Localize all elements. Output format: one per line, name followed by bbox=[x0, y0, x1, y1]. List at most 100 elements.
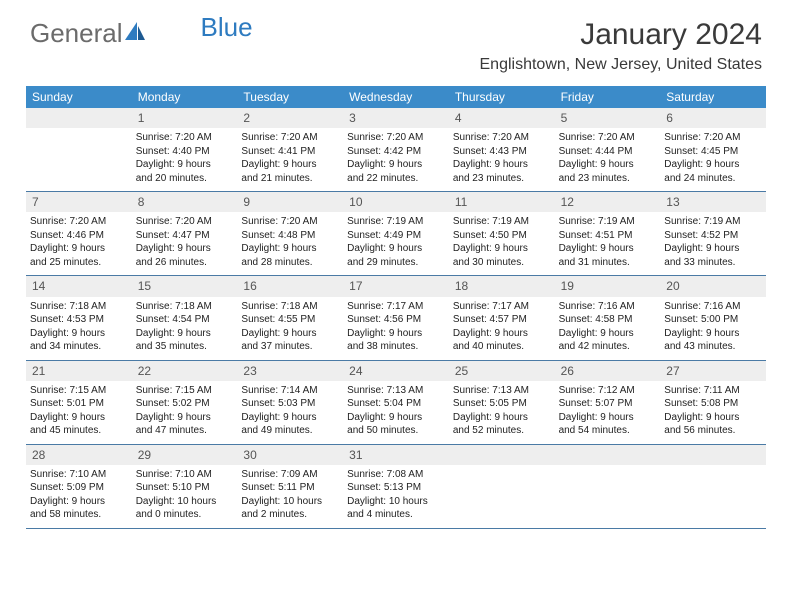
daylight-text: Daylight: 9 hours bbox=[347, 327, 445, 341]
day-number: 16 bbox=[237, 276, 343, 296]
day-cell: 16Sunrise: 7:18 AMSunset: 4:55 PMDayligh… bbox=[237, 276, 343, 359]
title-block: January 2024 Englishtown, New Jersey, Un… bbox=[480, 18, 763, 74]
day-cell: 27Sunrise: 7:11 AMSunset: 5:08 PMDayligh… bbox=[660, 361, 766, 444]
day-body: Sunrise: 7:20 AMSunset: 4:48 PMDaylight:… bbox=[237, 212, 343, 275]
daylight-text: Daylight: 9 hours bbox=[30, 242, 128, 256]
day-body: Sunrise: 7:20 AMSunset: 4:41 PMDaylight:… bbox=[237, 128, 343, 191]
sunset-text: Sunset: 5:01 PM bbox=[30, 397, 128, 411]
sunset-text: Sunset: 4:48 PM bbox=[241, 229, 339, 243]
sunrise-text: Sunrise: 7:13 AM bbox=[347, 384, 445, 398]
day-body: Sunrise: 7:20 AMSunset: 4:45 PMDaylight:… bbox=[660, 128, 766, 191]
daylight-text: Daylight: 9 hours bbox=[664, 242, 762, 256]
day-body: Sunrise: 7:11 AMSunset: 5:08 PMDaylight:… bbox=[660, 381, 766, 444]
daylight-text: Daylight: 10 hours bbox=[136, 495, 234, 509]
sunrise-text: Sunrise: 7:12 AM bbox=[559, 384, 657, 398]
day-number: 15 bbox=[132, 276, 238, 296]
sunrise-text: Sunrise: 7:17 AM bbox=[453, 300, 551, 314]
day-body: Sunrise: 7:10 AMSunset: 5:10 PMDaylight:… bbox=[132, 465, 238, 528]
day-body: Sunrise: 7:08 AMSunset: 5:13 PMDaylight:… bbox=[343, 465, 449, 528]
day-body: Sunrise: 7:20 AMSunset: 4:40 PMDaylight:… bbox=[132, 128, 238, 191]
sunrise-text: Sunrise: 7:14 AM bbox=[241, 384, 339, 398]
day-number: 17 bbox=[343, 276, 449, 296]
sunset-text: Sunset: 4:55 PM bbox=[241, 313, 339, 327]
logo-sail-icon bbox=[125, 18, 147, 49]
daylight-text: Daylight: 9 hours bbox=[453, 242, 551, 256]
day-cell: 2Sunrise: 7:20 AMSunset: 4:41 PMDaylight… bbox=[237, 108, 343, 191]
sunrise-text: Sunrise: 7:08 AM bbox=[347, 468, 445, 482]
sunrise-text: Sunrise: 7:20 AM bbox=[453, 131, 551, 145]
daylight-text: and 50 minutes. bbox=[347, 424, 445, 438]
day-body: Sunrise: 7:18 AMSunset: 4:54 PMDaylight:… bbox=[132, 297, 238, 360]
day-cell: 10Sunrise: 7:19 AMSunset: 4:49 PMDayligh… bbox=[343, 192, 449, 275]
sunset-text: Sunset: 4:42 PM bbox=[347, 145, 445, 159]
daylight-text: Daylight: 9 hours bbox=[347, 158, 445, 172]
sunrise-text: Sunrise: 7:20 AM bbox=[241, 131, 339, 145]
sunrise-text: Sunrise: 7:18 AM bbox=[241, 300, 339, 314]
day-body: Sunrise: 7:19 AMSunset: 4:51 PMDaylight:… bbox=[555, 212, 661, 275]
daylight-text: and 28 minutes. bbox=[241, 256, 339, 270]
sunset-text: Sunset: 5:08 PM bbox=[664, 397, 762, 411]
daylight-text: Daylight: 9 hours bbox=[136, 327, 234, 341]
daylight-text: and 4 minutes. bbox=[347, 508, 445, 522]
daylight-text: Daylight: 9 hours bbox=[30, 411, 128, 425]
sunrise-text: Sunrise: 7:15 AM bbox=[30, 384, 128, 398]
daylight-text: and 37 minutes. bbox=[241, 340, 339, 354]
day-header: Monday bbox=[132, 86, 238, 108]
day-number: 30 bbox=[237, 445, 343, 465]
day-header: Sunday bbox=[26, 86, 132, 108]
week-row: 21Sunrise: 7:15 AMSunset: 5:01 PMDayligh… bbox=[26, 361, 766, 445]
day-body bbox=[449, 465, 555, 513]
week-row: 28Sunrise: 7:10 AMSunset: 5:09 PMDayligh… bbox=[26, 445, 766, 529]
sunset-text: Sunset: 5:10 PM bbox=[136, 481, 234, 495]
daylight-text: and 21 minutes. bbox=[241, 172, 339, 186]
day-body: Sunrise: 7:14 AMSunset: 5:03 PMDaylight:… bbox=[237, 381, 343, 444]
sunset-text: Sunset: 4:56 PM bbox=[347, 313, 445, 327]
day-number: 10 bbox=[343, 192, 449, 212]
sunrise-text: Sunrise: 7:18 AM bbox=[136, 300, 234, 314]
sunset-text: Sunset: 5:13 PM bbox=[347, 481, 445, 495]
daylight-text: and 40 minutes. bbox=[453, 340, 551, 354]
header: General Blue January 2024 Englishtown, N… bbox=[0, 0, 792, 80]
sunset-text: Sunset: 5:03 PM bbox=[241, 397, 339, 411]
day-number: 12 bbox=[555, 192, 661, 212]
day-header: Saturday bbox=[660, 86, 766, 108]
daylight-text: and 33 minutes. bbox=[664, 256, 762, 270]
day-number: 22 bbox=[132, 361, 238, 381]
daylight-text: Daylight: 9 hours bbox=[453, 411, 551, 425]
sunrise-text: Sunrise: 7:19 AM bbox=[559, 215, 657, 229]
sunset-text: Sunset: 5:11 PM bbox=[241, 481, 339, 495]
daylight-text: and 34 minutes. bbox=[30, 340, 128, 354]
sunset-text: Sunset: 4:57 PM bbox=[453, 313, 551, 327]
sunrise-text: Sunrise: 7:20 AM bbox=[136, 131, 234, 145]
daylight-text: and 22 minutes. bbox=[347, 172, 445, 186]
day-body: Sunrise: 7:17 AMSunset: 4:56 PMDaylight:… bbox=[343, 297, 449, 360]
daylight-text: Daylight: 9 hours bbox=[453, 158, 551, 172]
daylight-text: and 23 minutes. bbox=[559, 172, 657, 186]
sunset-text: Sunset: 4:52 PM bbox=[664, 229, 762, 243]
day-body: Sunrise: 7:19 AMSunset: 4:50 PMDaylight:… bbox=[449, 212, 555, 275]
daylight-text: and 58 minutes. bbox=[30, 508, 128, 522]
day-cell: 11Sunrise: 7:19 AMSunset: 4:50 PMDayligh… bbox=[449, 192, 555, 275]
sunset-text: Sunset: 4:53 PM bbox=[30, 313, 128, 327]
daylight-text: and 54 minutes. bbox=[559, 424, 657, 438]
sunrise-text: Sunrise: 7:11 AM bbox=[664, 384, 762, 398]
day-number: 8 bbox=[132, 192, 238, 212]
sunrise-text: Sunrise: 7:15 AM bbox=[136, 384, 234, 398]
day-number: 29 bbox=[132, 445, 238, 465]
day-body: Sunrise: 7:19 AMSunset: 4:49 PMDaylight:… bbox=[343, 212, 449, 275]
sunset-text: Sunset: 4:51 PM bbox=[559, 229, 657, 243]
day-body bbox=[26, 128, 132, 176]
day-cell: 26Sunrise: 7:12 AMSunset: 5:07 PMDayligh… bbox=[555, 361, 661, 444]
day-number: 24 bbox=[343, 361, 449, 381]
day-body: Sunrise: 7:19 AMSunset: 4:52 PMDaylight:… bbox=[660, 212, 766, 275]
daylight-text: and 24 minutes. bbox=[664, 172, 762, 186]
daylight-text: Daylight: 9 hours bbox=[30, 327, 128, 341]
sunrise-text: Sunrise: 7:20 AM bbox=[559, 131, 657, 145]
daylight-text: Daylight: 9 hours bbox=[559, 327, 657, 341]
day-cell bbox=[26, 108, 132, 191]
sunrise-text: Sunrise: 7:20 AM bbox=[136, 215, 234, 229]
day-cell: 30Sunrise: 7:09 AMSunset: 5:11 PMDayligh… bbox=[237, 445, 343, 528]
week-row: 7Sunrise: 7:20 AMSunset: 4:46 PMDaylight… bbox=[26, 192, 766, 276]
daylight-text: Daylight: 9 hours bbox=[453, 327, 551, 341]
day-body bbox=[555, 465, 661, 513]
